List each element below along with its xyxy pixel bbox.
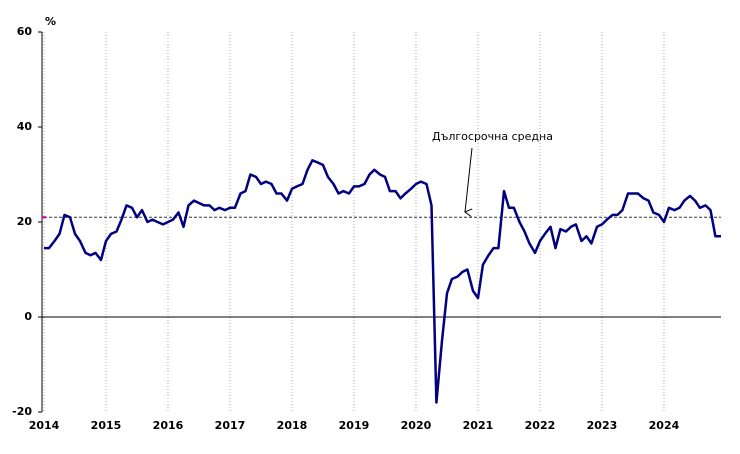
x-tick-label: 2024 — [649, 419, 680, 432]
y-tick-label: -20 — [12, 405, 32, 418]
y-tick-label: 40 — [17, 120, 33, 133]
annotation-arrow — [465, 147, 473, 212]
data-line — [44, 159, 721, 404]
y-tick-label: 60 — [17, 25, 33, 38]
x-tick-label: 2018 — [277, 419, 308, 432]
x-tick-label: 2014 — [29, 419, 60, 432]
y-tick-label: 0 — [24, 310, 32, 323]
y-tick-label: 20 — [17, 215, 33, 228]
x-tick-label: 2016 — [153, 419, 184, 432]
x-tick-label: 2021 — [463, 419, 494, 432]
x-tick-label: 2023 — [587, 419, 618, 432]
x-tick-label: 2020 — [401, 419, 432, 432]
x-tick-label: 2015 — [91, 419, 122, 432]
x-tick-label: 2019 — [339, 419, 370, 432]
annotation: Дългосрочна средна — [432, 130, 553, 143]
x-tick-label: 2022 — [525, 419, 556, 432]
y-axis-label: % — [45, 15, 56, 28]
x-tick-label: 2017 — [215, 419, 246, 432]
